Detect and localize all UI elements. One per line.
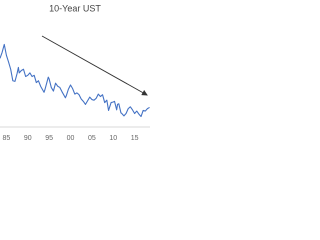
page: {"chart_data": { "type": "line", "title"…	[0, 0, 150, 150]
trend-arrow	[41, 35, 148, 96]
x-tick-label: 15	[131, 135, 139, 142]
chart: 10-Year UST 85 90 95 00 05 10 15	[0, 3, 150, 142]
x-tick-label: 00	[67, 135, 75, 142]
chart-title: 10-Year UST	[49, 3, 101, 13]
x-tick-label: 10	[109, 135, 117, 142]
x-tick-label: 05	[88, 135, 96, 142]
x-tick-label: 85	[3, 135, 11, 142]
x-tick-label: 95	[45, 135, 53, 142]
x-tick-label: 90	[24, 135, 32, 142]
line-series	[0, 43, 150, 118]
